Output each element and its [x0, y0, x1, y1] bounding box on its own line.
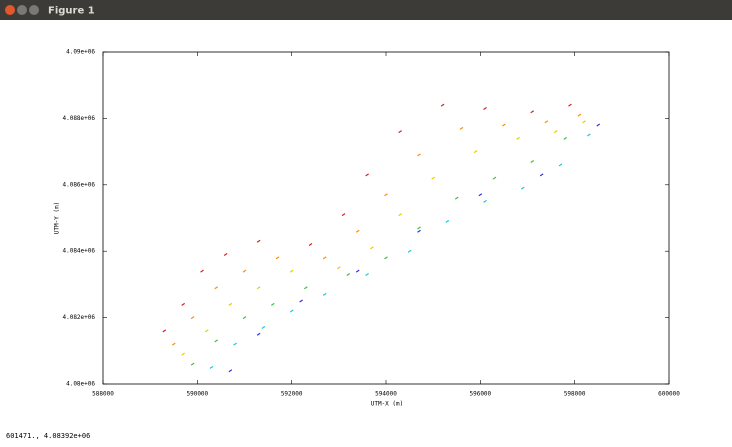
scatter-point [275, 256, 280, 260]
scatter-point [270, 302, 275, 306]
scatter-point [223, 253, 228, 257]
scatter-point [261, 326, 266, 330]
plot-frame [102, 51, 670, 385]
scatter-point [483, 106, 487, 110]
x-tick-label: 596000 [469, 391, 491, 398]
scatter-point [214, 339, 219, 343]
scatter-point [322, 256, 327, 260]
minimize-button[interactable] [17, 5, 27, 15]
title-bar [0, 0, 732, 20]
scatter-point [337, 266, 341, 270]
window-title: Figure 1 [48, 6, 95, 17]
y-tick-label: 4.084e+06 [62, 248, 95, 255]
scatter-point [520, 186, 525, 190]
scatter-point [190, 362, 195, 366]
scatter-point [322, 292, 327, 296]
scatter-point [365, 272, 369, 276]
y-tick-label: 4.088e+06 [62, 115, 95, 122]
x-tick-label: 594000 [375, 391, 397, 398]
scatter-point [204, 329, 209, 333]
close-button[interactable] [5, 5, 15, 15]
scatter-point [355, 229, 360, 233]
scatter-point [431, 176, 435, 180]
scatter-point [228, 302, 233, 306]
scatter-point [459, 126, 464, 130]
scatter-point [398, 130, 402, 134]
scatter-point [190, 316, 195, 320]
scatter-point [299, 299, 303, 303]
scatter-point [370, 246, 374, 250]
scatter-point [516, 136, 520, 140]
scatter-point [454, 196, 459, 200]
y-tick-label: 4.09e+06 [66, 49, 95, 56]
x-tick-label: 590000 [186, 391, 208, 398]
scatter-point [558, 163, 563, 167]
y-axis-label: UTM-Y (m) [54, 202, 61, 235]
y-tick-label: 4.086e+06 [62, 181, 95, 188]
scatter-point [384, 256, 388, 260]
scatter-point [417, 226, 421, 230]
scatter-point [563, 136, 568, 140]
scatter-point [417, 229, 421, 233]
scatter-point [233, 342, 237, 346]
scatter-point [596, 123, 601, 127]
scatter-point [492, 176, 497, 180]
scatter-point [407, 249, 412, 253]
scatter-point [171, 342, 176, 346]
scatter-point [181, 302, 186, 306]
scatter-point [242, 316, 247, 320]
scatter-point [162, 329, 167, 333]
scatter-point [582, 120, 586, 124]
status-text: 601471., 4.08392e+06 [6, 432, 90, 440]
scatter-point [289, 269, 294, 273]
x-tick-label: 592000 [281, 391, 303, 398]
scatter-point [256, 332, 261, 336]
scatter-point [355, 269, 360, 273]
scatter-point [341, 213, 346, 217]
scatter-point [200, 269, 204, 273]
scatter-point [417, 153, 421, 157]
scatter-point [289, 309, 294, 313]
scatter-point [384, 193, 388, 197]
scatter-point [586, 133, 591, 137]
scatter-point [530, 110, 535, 114]
maximize-button[interactable] [29, 5, 39, 15]
x-axis-label: UTM-X (m) [371, 401, 404, 408]
scatter-point [398, 213, 402, 217]
scatter-point [440, 103, 445, 107]
scatter-point [577, 113, 582, 117]
scatter-point [544, 120, 549, 124]
x-tick-label: 600000 [658, 391, 680, 398]
y-tick-label: 4.082e+06 [62, 314, 95, 321]
scatter-point [308, 243, 313, 247]
x-tick-label: 598000 [564, 391, 586, 398]
scatter-point [256, 239, 261, 243]
scatter-point [303, 286, 308, 290]
scatter-point [553, 130, 558, 134]
scatter-point [181, 352, 186, 356]
y-tick-label: 4.08e+06 [66, 381, 95, 388]
scatter-point [256, 286, 261, 290]
scatter-point [502, 123, 506, 127]
scatter-point [365, 173, 369, 177]
scatter-point [214, 286, 219, 290]
scatter-point [483, 199, 487, 203]
scatter-point [530, 160, 535, 164]
x-tick-label: 588000 [92, 391, 114, 398]
scatter-point [346, 272, 351, 276]
scatter-point [478, 193, 483, 197]
scatter-point [242, 269, 247, 273]
scatter-point [568, 103, 572, 107]
scatter-point [209, 365, 214, 369]
scatter-point [473, 150, 478, 154]
scatter-point [228, 369, 233, 373]
scatter-point [539, 173, 544, 177]
scatter-point [445, 219, 450, 223]
